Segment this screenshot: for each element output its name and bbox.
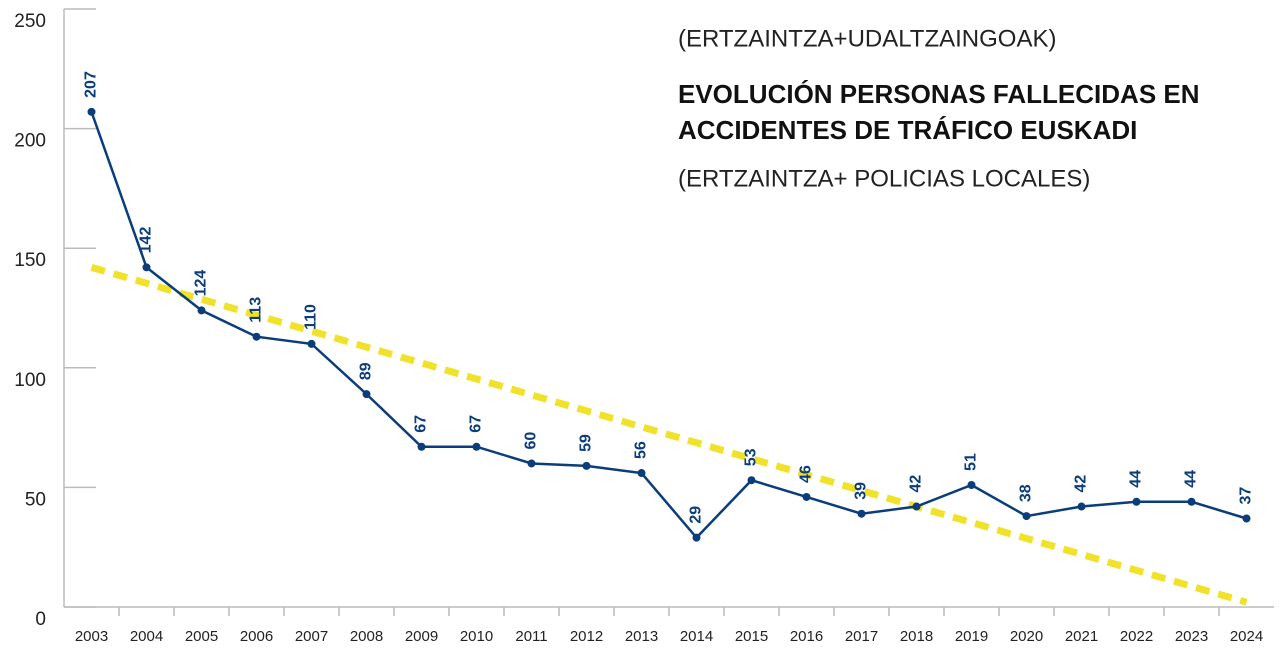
point — [527, 459, 536, 468]
y-tick-label: 250 — [14, 11, 46, 32]
x-tick-label: 2012 — [570, 628, 603, 645]
point — [417, 442, 426, 451]
point — [857, 509, 866, 518]
data-label: 142 — [138, 227, 155, 254]
point — [252, 332, 261, 341]
data-label: 60 — [523, 432, 540, 450]
point — [692, 533, 701, 542]
x-tick-label: 2010 — [460, 628, 493, 645]
point — [142, 263, 151, 272]
data-label: 59 — [578, 434, 595, 452]
point — [967, 481, 976, 490]
data-label: 37 — [1238, 487, 1255, 505]
data-label: 53 — [743, 448, 760, 466]
y-tick-label: 100 — [14, 370, 46, 391]
point — [582, 461, 591, 470]
x-tick-label: 2019 — [955, 628, 988, 645]
x-tick-label: 2011 — [515, 628, 547, 645]
top-note: (ERTZAINTZA+UDALTZAINGOAK) — [678, 25, 1056, 52]
point — [802, 492, 811, 501]
point — [307, 339, 316, 348]
point — [637, 469, 646, 478]
x-tick-label: 2004 — [130, 628, 163, 645]
x-tick-label: 2024 — [1230, 628, 1263, 645]
x-tick-label: 2021 — [1065, 628, 1098, 645]
chart-title: EVOLUCIÓN PERSONAS FALLECIDAS EN — [678, 79, 1200, 109]
data-label: 44 — [1183, 470, 1200, 488]
y-tick-label: 200 — [14, 131, 46, 152]
point — [1187, 497, 1196, 506]
x-tick-label: 2023 — [1175, 628, 1208, 645]
chart-subtitle: (ERTZAINTZA+ POLICIAS LOCALES) — [678, 165, 1090, 192]
data-label: 207 — [83, 71, 100, 98]
data-label: 113 — [248, 297, 265, 323]
data-label: 42 — [1073, 475, 1090, 493]
data-label: 67 — [468, 415, 485, 433]
trend-line — [90, 263, 1248, 606]
point — [747, 476, 756, 485]
data-label: 38 — [1018, 484, 1035, 502]
x-tick-label: 2014 — [680, 628, 713, 645]
x-tick-label: 2020 — [1010, 628, 1043, 645]
point — [472, 442, 481, 451]
x-tick-label: 2006 — [240, 628, 273, 645]
data-label: 44 — [1128, 470, 1145, 488]
line — [90, 111, 1247, 540]
point — [1242, 514, 1251, 523]
data-label: 39 — [853, 482, 870, 500]
point — [197, 306, 206, 315]
y-tick-label: 50 — [25, 489, 46, 510]
point — [1022, 512, 1031, 521]
data-label: 67 — [413, 415, 430, 433]
data-label: 51 — [963, 453, 980, 471]
x-tick-label: 2017 — [845, 628, 878, 645]
x-tick-label: 2013 — [625, 628, 658, 645]
x-tick-label: 2005 — [185, 628, 218, 645]
point — [362, 390, 371, 399]
point — [912, 502, 921, 511]
point — [1132, 497, 1141, 506]
x-tick-label: 2009 — [405, 628, 438, 645]
point — [1077, 502, 1086, 511]
data-label: 46 — [798, 465, 815, 483]
x-tick-label: 2015 — [735, 628, 768, 645]
x-tick-label: 2016 — [790, 628, 823, 645]
data-label: 89 — [358, 362, 375, 380]
data-label: 124 — [193, 270, 210, 297]
data-label: 42 — [908, 475, 925, 493]
data-label: 56 — [633, 441, 650, 459]
x-tick-label: 2003 — [75, 628, 108, 645]
data-label: 29 — [688, 506, 705, 524]
chart-title: ACCIDENTES DE TRÁFICO EUSKADI — [678, 115, 1137, 145]
data-label: 110 — [303, 304, 320, 330]
x-tick-label: 2007 — [295, 628, 328, 645]
point — [87, 107, 96, 116]
x-tick-label: 2018 — [900, 628, 933, 645]
x-tick-label: 2008 — [350, 628, 383, 645]
y-tick-label: 150 — [14, 250, 46, 271]
y-tick-label: 0 — [35, 609, 46, 630]
x-tick-label: 2022 — [1120, 628, 1153, 645]
